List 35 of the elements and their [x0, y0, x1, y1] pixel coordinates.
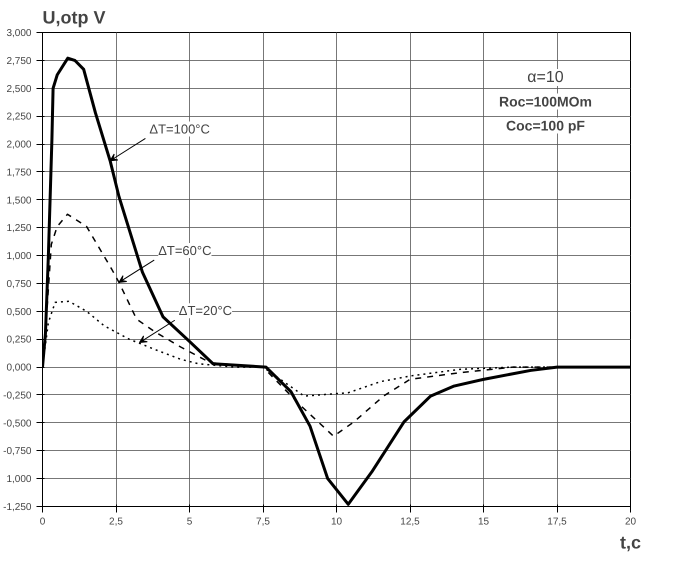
- y-tick-label: 0,500: [6, 306, 32, 318]
- y-tick-label: 1,000: [6, 251, 32, 262]
- x-tick-label: 17,5: [547, 516, 568, 528]
- annotation: ΔT=20°C: [178, 303, 232, 318]
- x-tick-label: 20: [624, 516, 636, 528]
- y-tick-label: 1,000: [6, 474, 32, 486]
- y-tick-label: 0,750: [6, 278, 32, 290]
- y-tick-label: 2,500: [6, 84, 32, 95]
- y-axis-title: U,otp V: [42, 8, 106, 28]
- y-tick-label: 3,000: [6, 28, 32, 39]
- y-tick-label: 0,250: [6, 334, 32, 346]
- y-tick-label: -0,750: [3, 446, 32, 458]
- y-tick-label: 1,250: [6, 223, 32, 234]
- x-axis-title: t,c: [620, 532, 642, 552]
- y-tick-label: -0,500: [3, 418, 32, 430]
- y-tick-label: 1,500: [6, 195, 32, 206]
- annotation: Roc=100MOm: [499, 94, 592, 110]
- x-tick-label: 0: [40, 516, 46, 528]
- y-tick-label: -0,250: [3, 390, 32, 402]
- x-tick-label: 2,5: [109, 516, 124, 528]
- y-tick-label: 0,000: [6, 362, 32, 374]
- y-tick-label: 1,750: [6, 167, 32, 178]
- x-tick-label: 10: [330, 516, 342, 528]
- x-tick-label: 5: [186, 516, 193, 528]
- annotation: ΔT=100°C: [149, 121, 210, 136]
- annotation: ΔT=60°C: [158, 243, 212, 258]
- x-tick-label: 7,5: [256, 516, 270, 528]
- y-tick-label: -1,250: [3, 502, 32, 513]
- y-tick-label: 2,750: [6, 56, 32, 67]
- x-tick-label: 12,5: [400, 516, 420, 528]
- y-tick-label: 2,250: [6, 112, 32, 123]
- y-tick-label: 2,000: [6, 140, 32, 151]
- annotation: α=10: [527, 69, 564, 86]
- annotation: Coc=100 pF: [506, 118, 586, 134]
- x-tick-label: 15: [478, 516, 490, 528]
